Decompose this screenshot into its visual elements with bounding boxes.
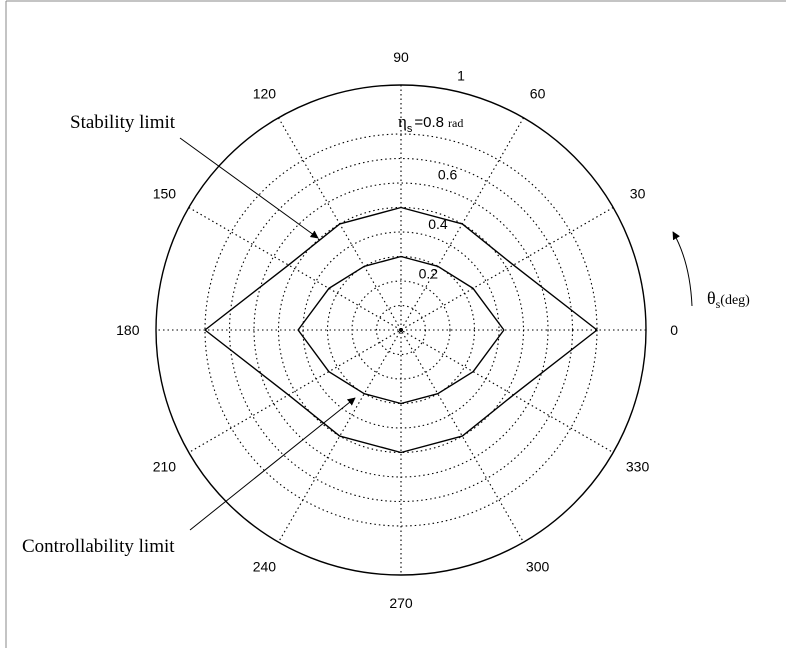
eta-annotation: ηs =0.8 rad (398, 112, 463, 135)
controllability-limit-arrow (190, 398, 355, 530)
polar-curves (205, 208, 597, 453)
theta-unit: (deg) (720, 293, 750, 308)
angle-tick-label: 150 (153, 185, 177, 201)
radius-tick-label: 0.6 (438, 166, 458, 182)
eta-subscript: s (407, 123, 413, 135)
theta-annotation: θs(deg) (707, 288, 750, 311)
angle-tick-label: 330 (626, 459, 650, 475)
center-point (399, 328, 403, 332)
angle-tick-label: 270 (389, 595, 413, 611)
eta-symbol: η (398, 112, 407, 131)
theta-direction-arrow (673, 232, 692, 306)
angle-tick-label: 90 (393, 49, 409, 65)
angle-tick-label: 30 (630, 185, 646, 201)
angle-tick-label: 180 (116, 322, 140, 338)
radius-tick-label: 1 (457, 67, 465, 83)
eta-unit: rad (448, 116, 463, 130)
controllability-limit-label: Controllability limit (22, 536, 175, 557)
theta-symbol: θ (707, 288, 716, 308)
angle-tick-label: 120 (253, 85, 277, 101)
radius-tick-label: 0.4 (428, 216, 448, 232)
angle-tick-label: 0 (670, 322, 678, 338)
angle-tick-label: 240 (253, 559, 277, 575)
angle-tick-label: 60 (530, 85, 546, 101)
angle-tick-label: 210 (153, 459, 177, 475)
eta-value: =0.8 (414, 114, 444, 131)
stability-limit-label: Stability limit (70, 112, 176, 133)
angle-tick-label: 300 (526, 559, 550, 575)
radius-tick-label: 0.2 (419, 265, 439, 281)
